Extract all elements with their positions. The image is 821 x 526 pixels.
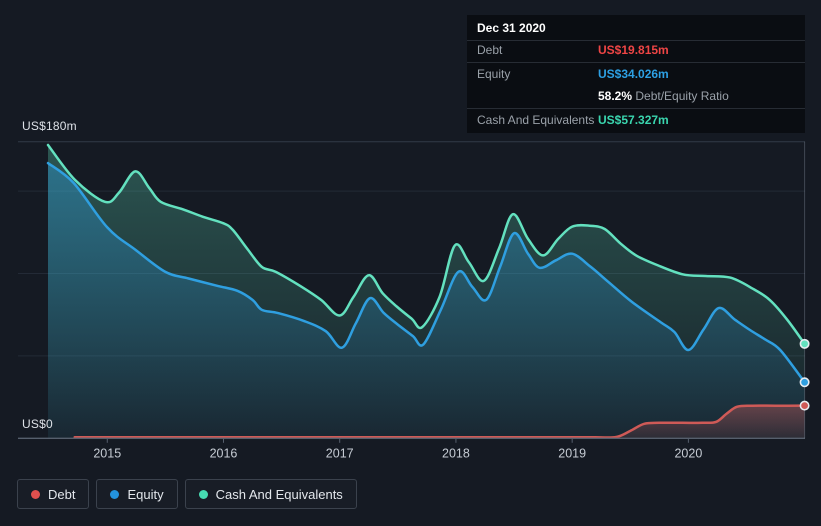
line-equity bbox=[46, 161, 806, 384]
end-dot-cash-and-equivalents bbox=[799, 338, 810, 349]
end-dot-equity bbox=[799, 377, 810, 388]
equity-color-dot bbox=[110, 489, 120, 499]
y-axis-zero-label: US$0 bbox=[22, 417, 53, 431]
x-tick-label: 2015 bbox=[93, 446, 121, 460]
tooltip-cash-label: Cash And Equivalents bbox=[477, 113, 595, 127]
tooltip-ratio-label: Debt/Equity Ratio bbox=[635, 89, 729, 103]
tooltip-equity-label: Equity bbox=[477, 67, 511, 81]
tooltip-ratio-value: 58.2% bbox=[598, 89, 633, 103]
x-tick-label: 2017 bbox=[326, 446, 354, 460]
tooltip-debt-value: US$19.815m bbox=[598, 43, 669, 57]
legend-cash-label: Cash And Equivalents bbox=[215, 486, 343, 502]
debt-color-dot bbox=[31, 489, 40, 499]
line-cash-and-equivalents bbox=[46, 143, 806, 346]
tooltip-equity-value: US$34.026m bbox=[598, 67, 669, 81]
tooltip-date: Dec 31 2020 bbox=[467, 15, 805, 41]
x-tick-label: 2019 bbox=[558, 446, 586, 460]
tooltip-debt-label: Debt bbox=[477, 43, 503, 57]
chart-tooltip: Dec 31 2020 Debt US$19.815m Equity US$34… bbox=[467, 15, 805, 133]
cash-color-dot bbox=[198, 489, 208, 499]
legend-debt-label: Debt bbox=[48, 486, 76, 502]
legend-item-equity[interactable]: Equity bbox=[96, 479, 178, 509]
end-dot-debt bbox=[799, 400, 810, 411]
area-debt bbox=[74, 405, 805, 439]
legend: Debt Equity Cash And Equivalents bbox=[17, 479, 357, 509]
x-tick-label: 2016 bbox=[210, 446, 238, 460]
line-debt bbox=[73, 404, 806, 439]
legend-equity-label: Equity bbox=[127, 486, 164, 502]
tooltip-cash-value: US$57.327m bbox=[598, 113, 669, 127]
tooltip-ratio: 58.2% Debt/Equity Ratio bbox=[598, 89, 729, 104]
y-axis-max-label: US$180m bbox=[22, 119, 77, 133]
x-tick-label: 2020 bbox=[674, 446, 702, 460]
area-equity bbox=[48, 163, 805, 439]
legend-item-cash[interactable]: Cash And Equivalents bbox=[184, 479, 357, 509]
x-tick-label: 2018 bbox=[442, 446, 470, 460]
legend-item-debt[interactable]: Debt bbox=[17, 479, 90, 509]
